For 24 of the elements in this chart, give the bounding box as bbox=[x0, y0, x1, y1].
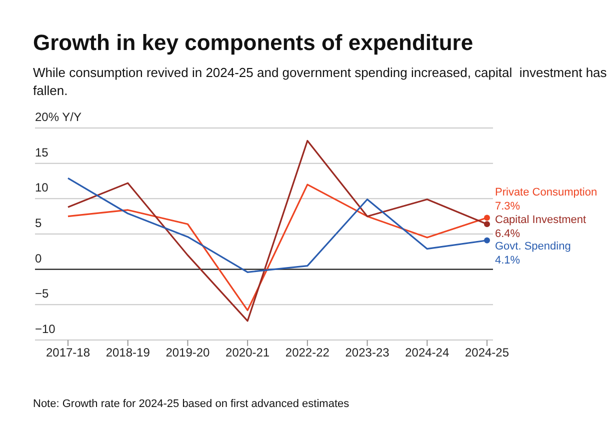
y-tick-label: 5 bbox=[35, 216, 42, 230]
x-tick-label: 2017-18 bbox=[46, 346, 90, 360]
y-tick-label: 0 bbox=[35, 251, 42, 266]
chart-subtitle: While consumption revived in 2024-25 and government spending increased, capital investment has fallen. bbox=[33, 64, 608, 100]
data-label: 4.1% bbox=[495, 254, 520, 266]
x-tick-label: 2022-22 bbox=[285, 346, 330, 360]
series-label: Capital Investment bbox=[495, 214, 586, 226]
y-tick-label: −5 bbox=[35, 286, 50, 301]
x-tick-label: 2024-24 bbox=[405, 346, 450, 360]
series-label: Govt. Spending bbox=[495, 240, 571, 252]
text: Note: Growth rate for 2024-25 based on first advanced estimates bbox=[33, 398, 350, 410]
y-tick-label: 10 bbox=[35, 180, 49, 195]
y-tick-label: 15 bbox=[35, 145, 49, 160]
chart-title: Growth in key components of expenditure bbox=[33, 30, 474, 56]
data-label: 6.4% bbox=[495, 228, 520, 240]
y-tick-label: −10 bbox=[35, 322, 56, 336]
x-tick-label: 2018-19 bbox=[106, 346, 150, 360]
x-tick-label: 2024-25 bbox=[464, 346, 510, 360]
x-tick-label: 2023-23 bbox=[345, 346, 390, 360]
x-tick-label: 2019-20 bbox=[166, 346, 210, 360]
data-label: 7.3% bbox=[495, 200, 520, 213]
x-tick-label: 2020-21 bbox=[226, 346, 270, 360]
y-tick-label: 20% Y/Y bbox=[35, 110, 82, 124]
series-label: Private Consumption bbox=[495, 186, 598, 199]
